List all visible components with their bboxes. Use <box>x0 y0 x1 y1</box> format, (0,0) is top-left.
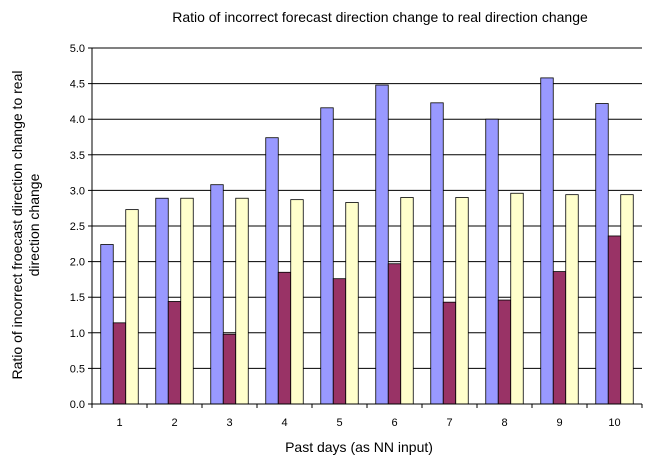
bar <box>442 301 457 405</box>
y-tick-label: 2.5 <box>70 221 85 233</box>
y-tick-label: 4.0 <box>70 114 85 126</box>
x-tick-labels: 1 2 3 4 5 6 7 8 9 10 <box>116 417 620 429</box>
x-tick-label: 9 <box>556 417 562 429</box>
y-axis-label-line-2: direction change <box>26 173 42 276</box>
bar <box>455 197 469 405</box>
bar <box>180 197 194 405</box>
bar <box>540 77 554 405</box>
bar <box>332 278 347 405</box>
bar <box>155 197 169 405</box>
bar <box>430 102 444 405</box>
bar <box>222 333 237 405</box>
bar <box>112 322 127 405</box>
x-tick-label: 1 <box>116 417 122 429</box>
bar <box>167 301 182 405</box>
chart-title: Ratio of incorrect forecast direction ch… <box>172 9 588 25</box>
y-tick-label: 0.5 <box>70 363 85 375</box>
bar <box>277 271 292 405</box>
x-tick-label: 10 <box>608 417 620 429</box>
axes <box>88 47 643 408</box>
x-tick-label: 2 <box>171 417 177 429</box>
y-tick-label: 5.0 <box>70 43 85 55</box>
bar <box>607 235 622 405</box>
y-tick-label: 4.5 <box>70 79 85 91</box>
x-tick-label: 5 <box>336 417 342 429</box>
y-tick-label: 3.5 <box>70 150 85 162</box>
bar <box>210 184 224 405</box>
y-axis-label-line-1: Ratio of incorrect froecast direction ch… <box>9 71 25 380</box>
bar <box>235 197 249 405</box>
bar <box>320 107 334 405</box>
bar <box>510 192 524 405</box>
y-tick-labels: 0.0 0.5 1.0 1.5 2.0 2.5 3.0 3.5 4.0 4.5 5.0 <box>70 43 85 411</box>
bar <box>497 299 512 405</box>
x-tick-label: 6 <box>391 417 397 429</box>
x-tick-label: 4 <box>281 417 287 429</box>
bar <box>552 271 567 405</box>
y-tick-label: 1.0 <box>70 328 85 340</box>
x-axis-label: Past days (as NN input) <box>285 439 433 455</box>
bar <box>375 84 389 405</box>
y-axis-label: Ratio of incorrect froecast direction ch… <box>9 71 42 380</box>
bar <box>387 263 402 405</box>
bar <box>290 199 304 405</box>
bar <box>400 197 414 405</box>
bar <box>565 194 579 405</box>
x-tick-label: 7 <box>446 417 452 429</box>
bar <box>620 194 634 405</box>
bar <box>345 202 359 405</box>
y-tick-label: 2.0 <box>70 257 85 269</box>
y-tick-label: 1.5 <box>70 292 85 304</box>
y-tick-label: 0.0 <box>70 399 85 411</box>
bar-series <box>100 77 634 405</box>
x-tick-label: 3 <box>226 417 232 429</box>
x-tick-label: 8 <box>501 417 507 429</box>
bar <box>265 137 279 405</box>
bar <box>125 209 139 405</box>
bar <box>100 244 114 405</box>
bar <box>595 103 609 405</box>
bar <box>485 118 499 405</box>
y-tick-label: 3.0 <box>70 185 85 197</box>
